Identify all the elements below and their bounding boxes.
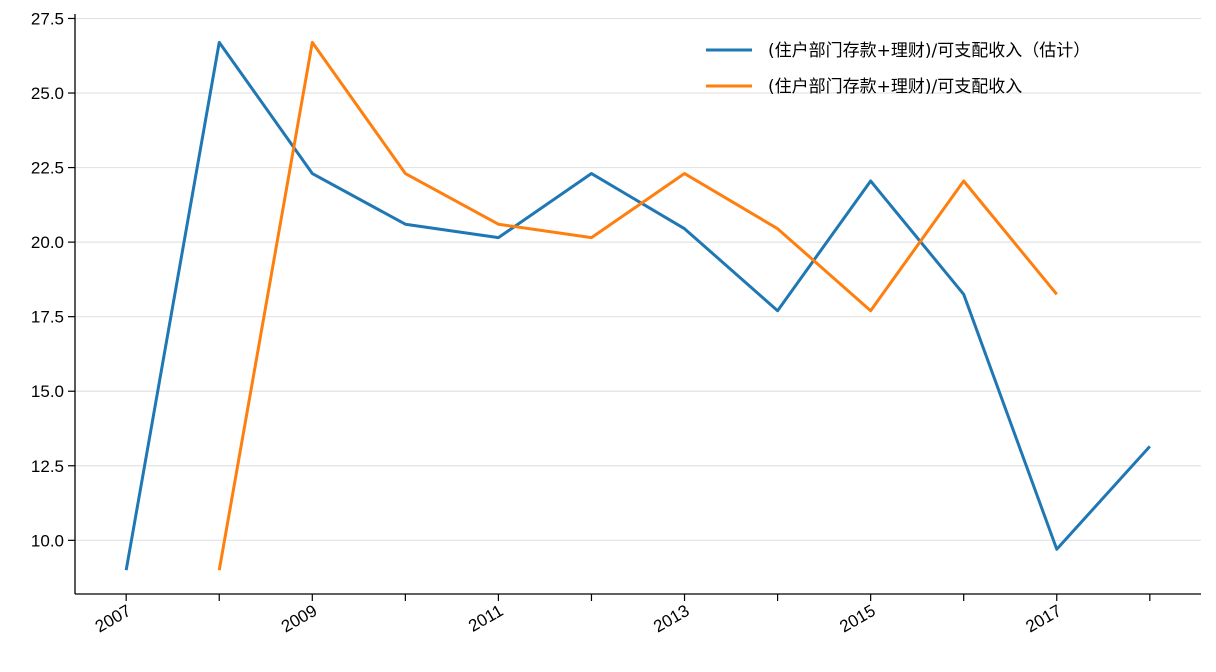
legend-label-0: (住户部门存款+理财)/可支配收入（估计） <box>768 41 1090 61</box>
x-tick-label: 2009 <box>278 601 320 636</box>
legend: (住户部门存款+理财)/可支配收入（估计） (住户部门存款+理财)/可支配收入 <box>706 41 1090 97</box>
data-series <box>124 40 1151 571</box>
y-tick-label: 12.5 <box>31 457 64 476</box>
legend-label-1: (住户部门存款+理财)/可支配收入 <box>768 77 1022 97</box>
series-line-1 <box>217 40 1058 571</box>
x-tick-label: 2011 <box>465 601 506 636</box>
x-tick-label: 2015 <box>836 601 878 636</box>
grid-lines <box>75 17 1201 541</box>
y-tick-label: 27.5 <box>31 9 64 28</box>
y-axis-ticks: 10.0 12.5 15.0 17.5 20.0 22.5 25.0 27.5 <box>31 9 75 550</box>
x-axis-ticks: 2007 2009 2011 2013 2015 2017 <box>92 594 1151 636</box>
y-tick-label: 10.0 <box>31 531 64 550</box>
x-tick-label: 2007 <box>92 601 134 636</box>
y-tick-label: 15.0 <box>31 382 64 401</box>
y-tick-label: 22.5 <box>31 159 64 178</box>
x-tick-label: 2017 <box>1023 601 1065 636</box>
y-tick-label: 25.0 <box>31 84 64 103</box>
y-tick-label: 17.5 <box>31 308 64 327</box>
series-line-0 <box>124 40 1151 571</box>
y-tick-label: 20.0 <box>31 233 64 252</box>
x-tick-label: 2013 <box>650 601 692 636</box>
axes <box>74 14 1201 595</box>
